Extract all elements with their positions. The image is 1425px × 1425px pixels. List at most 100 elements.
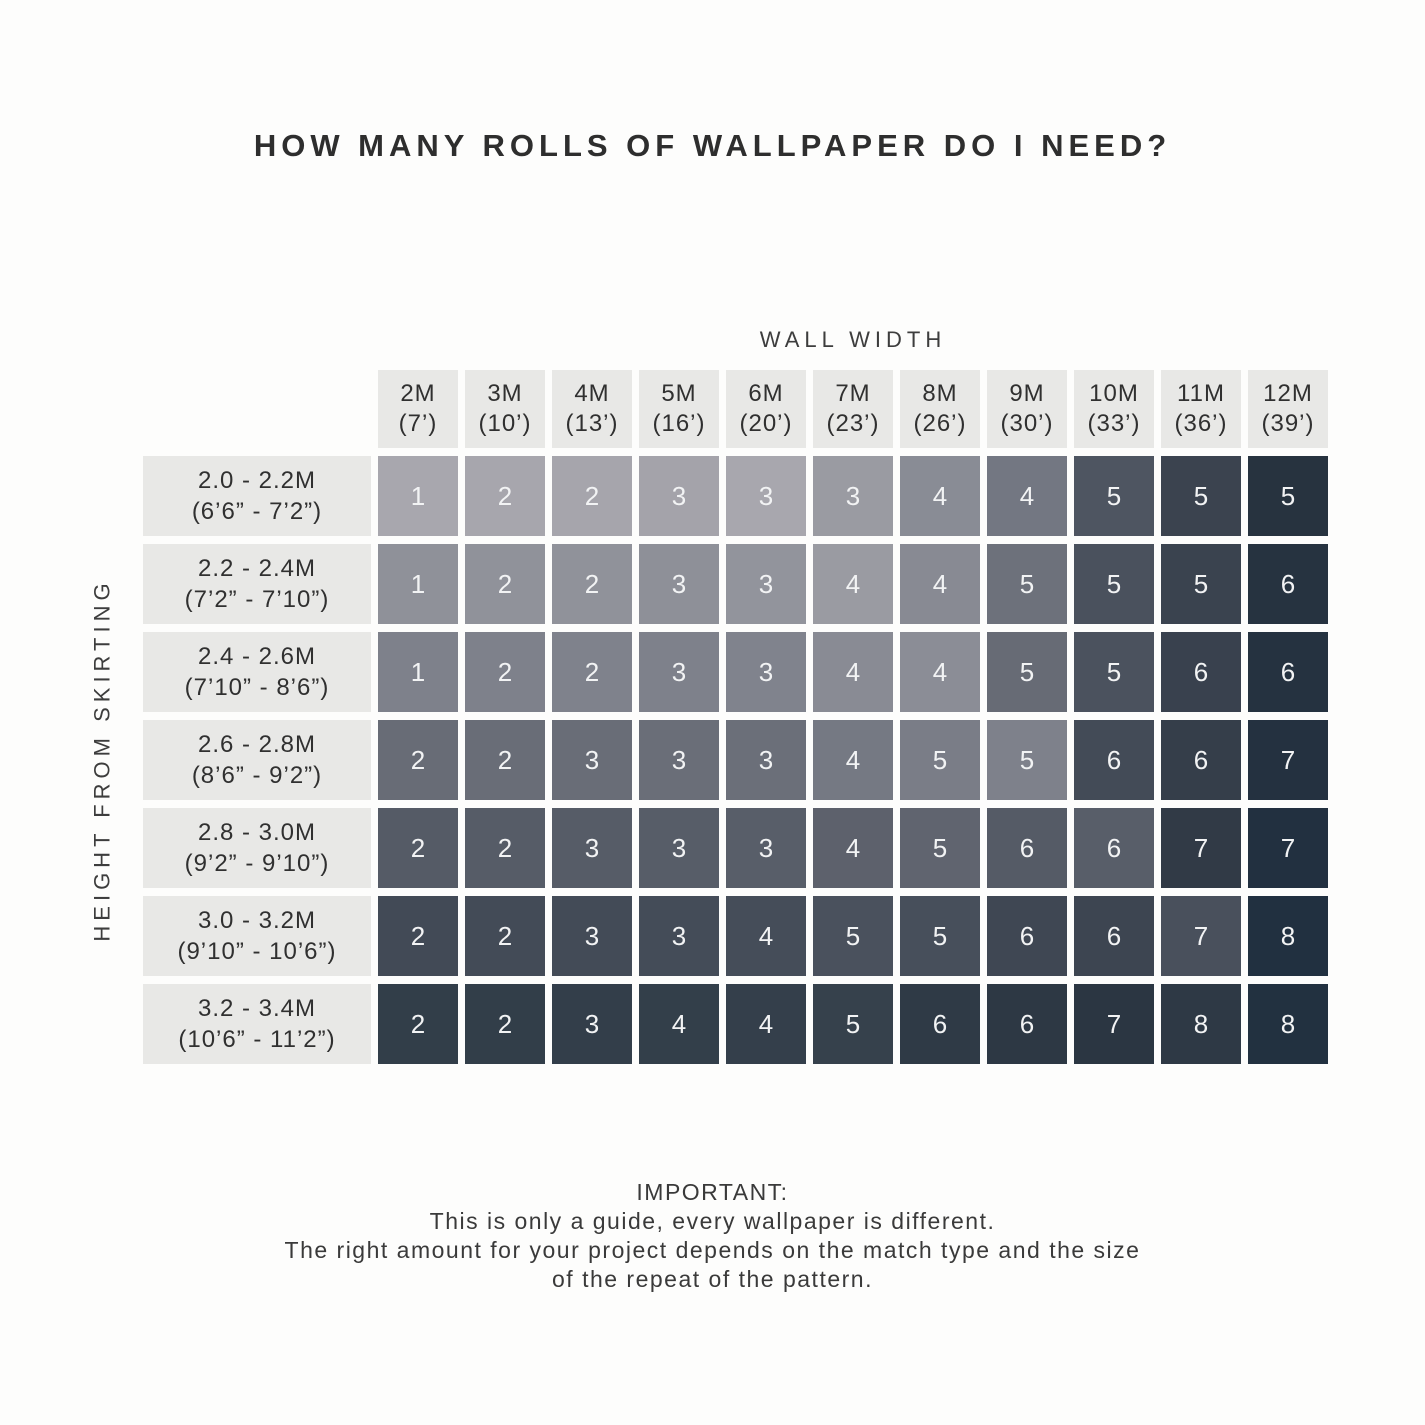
column-header-9: 10M (33’) [1074,370,1154,448]
footer-line-2: The right amount for your project depend… [284,1237,1141,1263]
matrix-cell-r5-c7: 5 [900,808,980,888]
column-header-10: 11M (36’) [1161,370,1241,448]
row-header-feet: (7’2” - 7’10”) [184,586,330,613]
row-header-1: 2.0 - 2.2M (6’6” - 7’2”) [143,456,371,536]
matrix-cell-r6-c6: 5 [813,896,893,976]
column-header-feet: (13’) [565,410,619,437]
matrix-cell-r1-c3: 2 [552,456,632,536]
column-header-meters: 5M [661,380,697,407]
matrix-cell-r1-c4: 3 [639,456,719,536]
row-header-meters: 2.4 - 2.6M [197,643,317,670]
column-header-feet: (36’) [1174,410,1228,437]
column-header-meters: 9M [1009,380,1045,407]
matrix-cell-r2-c5: 3 [726,544,806,624]
matrix-cell-r4-c7: 5 [900,720,980,800]
matrix-cell-r7-c10: 8 [1161,984,1241,1064]
matrix-cell-r5-c1: 2 [378,808,458,888]
matrix-cell-r3-c3: 2 [552,632,632,712]
matrix-cell-r2-c11: 6 [1248,544,1328,624]
row-header-meters: 2.8 - 3.0M [197,819,317,846]
matrix-cell-r7-c6: 5 [813,984,893,1064]
page-title: HOW MANY ROLLS OF WALLPAPER DO I NEED? [253,128,1172,163]
matrix-cell-r4-c3: 3 [552,720,632,800]
matrix-cell-r2-c9: 5 [1074,544,1154,624]
matrix-cell-r5-c6: 4 [813,808,893,888]
matrix-cell-r7-c9: 7 [1074,984,1154,1064]
matrix-cell-r3-c1: 1 [378,632,458,712]
matrix-cell-r2-c8: 5 [987,544,1067,624]
matrix-cell-r3-c6: 4 [813,632,893,712]
matrix-cell-r5-c9: 6 [1074,808,1154,888]
matrix-cell-r3-c5: 3 [726,632,806,712]
row-header-feet: (7’10” - 8’6”) [184,674,330,701]
matrix-cell-r6-c9: 6 [1074,896,1154,976]
matrix-cell-r3-c2: 2 [465,632,545,712]
matrix-cell-r7-c11: 8 [1248,984,1328,1064]
matrix-cell-r5-c2: 2 [465,808,545,888]
column-header-meters: 12M [1263,380,1313,407]
matrix-cell-r2-c2: 2 [465,544,545,624]
matrix-cell-r3-c11: 6 [1248,632,1328,712]
matrix-cell-r6-c8: 6 [987,896,1067,976]
column-header-8: 9M (30’) [987,370,1067,448]
matrix-cell-r7-c4: 4 [639,984,719,1064]
matrix-cell-r6-c3: 3 [552,896,632,976]
matrix-cell-r4-c1: 2 [378,720,458,800]
row-header-feet: (9’2” - 9’10”) [184,850,330,877]
matrix-cell-r3-c7: 4 [900,632,980,712]
height-axis-title-wrap: HEIGHT FROM SKIRTING [58,456,148,1064]
row-header-2: 2.2 - 2.4M (7’2” - 7’10”) [143,544,371,624]
matrix-cell-r6-c5: 4 [726,896,806,976]
row-header-feet: (8’6” - 9’2”) [191,762,323,789]
matrix-cell-r6-c10: 7 [1161,896,1241,976]
matrix-cell-r6-c4: 3 [639,896,719,976]
matrix-cell-r3-c10: 6 [1161,632,1241,712]
matrix-cell-r2-c7: 4 [900,544,980,624]
matrix-cell-r7-c8: 6 [987,984,1067,1064]
matrix-cell-r1-c2: 2 [465,456,545,536]
matrix-cell-r4-c6: 4 [813,720,893,800]
row-header-7: 3.2 - 3.4M (10’6” - 11’2”) [143,984,371,1064]
matrix-cell-r2-c10: 5 [1161,544,1241,624]
column-header-meters: 10M [1089,380,1139,407]
footer-heading: IMPORTANT: [636,1179,789,1205]
column-header-meters: 7M [835,380,871,407]
column-header-meters: 3M [487,380,523,407]
matrix-cell-r3-c4: 3 [639,632,719,712]
wall-width-axis-title: WALL WIDTH [759,327,947,352]
column-header-6: 7M (23’) [813,370,893,448]
rolls-grid: 2M (7’) 3M (10’) 4M (13’) 5M (16’) 6M (20’) 7M (23’… [143,370,1328,1064]
matrix-cell-r4-c4: 3 [639,720,719,800]
grid-corner-spacer [143,370,371,448]
matrix-cell-r7-c1: 2 [378,984,458,1064]
matrix-cell-r2-c3: 2 [552,544,632,624]
row-header-meters: 2.0 - 2.2M [197,467,317,494]
matrix-cell-r4-c8: 5 [987,720,1067,800]
column-header-4: 5M (16’) [639,370,719,448]
matrix-cell-r1-c6: 3 [813,456,893,536]
row-header-feet: (10’6” - 11’2”) [178,1026,336,1053]
row-header-feet: (9’10” - 10’6”) [177,938,337,965]
matrix-cell-r5-c5: 3 [726,808,806,888]
matrix-cell-r5-c10: 7 [1161,808,1241,888]
matrix-cell-r2-c6: 4 [813,544,893,624]
column-header-meters: 11M [1177,380,1225,407]
row-header-meters: 2.6 - 2.8M [197,731,317,758]
footer-line-3: of the repeat of the pattern. [552,1266,873,1292]
matrix-cell-r4-c10: 6 [1161,720,1241,800]
matrix-cell-r6-c2: 2 [465,896,545,976]
row-header-meters: 2.2 - 2.4M [197,555,317,582]
column-header-1: 2M (7’) [378,370,458,448]
matrix-cell-r1-c8: 4 [987,456,1067,536]
row-header-6: 3.0 - 3.2M (9’10” - 10’6”) [143,896,371,976]
matrix-cell-r3-c9: 5 [1074,632,1154,712]
matrix-cell-r5-c8: 6 [987,808,1067,888]
matrix-cell-r1-c10: 5 [1161,456,1241,536]
matrix-cell-r4-c2: 2 [465,720,545,800]
matrix-cell-r1-c1: 1 [378,456,458,536]
matrix-cell-r2-c4: 3 [639,544,719,624]
footer-line-1: This is only a guide, every wallpaper is… [429,1208,996,1234]
column-header-feet: (23’) [826,410,880,437]
matrix-cell-r6-c1: 2 [378,896,458,976]
